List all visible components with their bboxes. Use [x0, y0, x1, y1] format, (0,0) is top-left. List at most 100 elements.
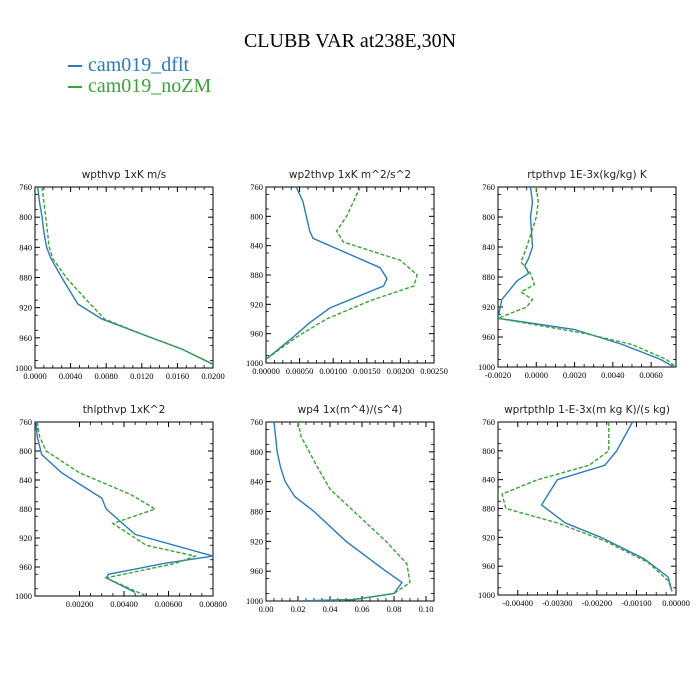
x-tick-label: 0.08 [387, 604, 402, 614]
y-tick-label: 920 [482, 302, 495, 312]
panel-title: wp4 1x(m^4)/(s^4) [298, 404, 403, 416]
series-line-nozm [498, 187, 676, 367]
y-tick-label: 920 [250, 299, 263, 309]
x-tick-label: 0.00200 [66, 599, 94, 609]
legend-label-nozm: cam019_noZM [88, 75, 212, 97]
y-tick-label: 760 [250, 182, 263, 192]
x-tick-label: 0.00400 [110, 599, 138, 609]
y-tick-label: 880 [19, 504, 32, 514]
y-tick-label: 920 [19, 533, 32, 543]
panel-5: wp4 1x(m^4)/(s^4)76080084088092096010000… [246, 404, 435, 614]
y-tick-label: 800 [19, 212, 32, 222]
panel-2: wp2thvp 1xK m^2/s^2 760 800 840 880 920 960 100… [246, 169, 448, 376]
x-tick-label: 0.0080 [95, 371, 118, 381]
plot-frame [265, 186, 435, 364]
y-tick-label: 760 [19, 417, 32, 427]
y-tick-label: 1000 [246, 596, 263, 606]
y-tick-label: 1000 [478, 362, 495, 372]
x-tick-label: 0.02 [291, 604, 306, 614]
y-tick-label: 1000 [478, 590, 495, 600]
x-tick-label: 0.0020 [563, 370, 586, 380]
y-tick-label: 880 [250, 507, 263, 517]
panel-title: wprtpthlp 1-E-3x(m kg K)/(s kg) [504, 404, 670, 416]
legend-swatch-dflt [68, 65, 82, 68]
panel-4: thlpthvp 1xK^2 760 800 840 880 920 960 1000 0.00… [15, 404, 227, 609]
x-tick-label: 0.00600 [155, 599, 183, 609]
series-line-dflt [273, 422, 403, 601]
panel-3: rtpthvp 1E-3x(kg/kg) K 760 800 840 880 920 960… [478, 169, 677, 380]
y-tick-label: 880 [250, 270, 263, 280]
y-tick-label: 960 [19, 562, 32, 572]
y-tick-label: 960 [482, 332, 495, 342]
y-tick-label: 1000 [15, 363, 32, 373]
x-tick-label: -0.00400 [503, 598, 533, 608]
series-line-nozm [501, 422, 673, 592]
y-tick-label: 960 [19, 333, 32, 343]
panel-title: wpthvp 1xK m/s [82, 169, 167, 181]
y-tick-label: 800 [19, 446, 32, 456]
series-line-nozm [41, 187, 213, 365]
panel-title: thlpthvp 1xK^2 [83, 404, 166, 416]
x-tick-label: 0.00200 [387, 366, 415, 376]
series-line-dflt [540, 422, 673, 592]
x-tick-label: 0.00250 [420, 366, 448, 376]
plot-frame [497, 421, 677, 596]
x-tick-label: 0.0200 [201, 371, 224, 381]
y-tick-label: 840 [482, 242, 495, 252]
y-tick-label: 760 [19, 182, 32, 192]
legend-item-nozm: cam019_noZM [68, 75, 211, 97]
x-tick-label: 0.00150 [353, 366, 381, 376]
y-tick-label: 800 [482, 212, 495, 222]
plot-frame [497, 186, 677, 368]
x-tick-label: 0.10 [419, 604, 434, 614]
y-tick-label: 840 [482, 475, 495, 485]
x-tick-label: -0.0020 [485, 370, 511, 380]
y-tick-label: 960 [250, 566, 263, 576]
x-tick-label: 0.0040 [601, 370, 624, 380]
series-line-dflt [498, 187, 675, 367]
x-tick-label: 0.0160 [166, 371, 189, 381]
series-line-nozm [36, 422, 198, 596]
series-line-dflt [266, 187, 388, 360]
y-tick-label: 920 [482, 532, 495, 542]
x-tick-label: -0.00200 [582, 598, 612, 608]
x-tick-label: -0.00300 [542, 598, 572, 608]
x-tick-label: 0.0120 [130, 371, 153, 381]
panel-title: wp2thvp 1xK m^2/s^2 [289, 169, 411, 181]
legend-swatch-nozm [68, 86, 82, 89]
x-tick-label: 0.00100 [319, 366, 347, 376]
page-title: CLUBB VAR at238E,30N [243, 30, 457, 52]
x-tick-label: 0.00 [259, 604, 274, 614]
panel-1: wpthvp 1xK m/s76080084088092096010000.00… [15, 169, 225, 381]
x-tick-label: 0.0000 [525, 370, 548, 380]
series-line-nozm [297, 422, 411, 601]
legend-label-dflt: cam019_dflt [88, 54, 190, 76]
y-tick-label: 960 [482, 561, 495, 571]
series-line-dflt [35, 422, 213, 594]
y-tick-label: 840 [19, 475, 32, 485]
panel-title: rtpthvp 1E-3x(kg/kg) K [527, 169, 648, 181]
y-tick-label: 880 [482, 272, 495, 282]
x-tick-label: 0.04 [323, 604, 339, 614]
x-tick-label: 0.00800 [199, 599, 227, 609]
y-tick-label: 920 [250, 536, 263, 546]
x-tick-label: 0.00050 [286, 366, 314, 376]
y-tick-label: 840 [250, 241, 263, 251]
x-tick-label: 0.00000 [252, 366, 280, 376]
y-tick-label: 760 [250, 417, 263, 427]
y-tick-label: 960 [250, 329, 263, 339]
plot-frame [34, 421, 214, 597]
y-tick-label: 880 [482, 504, 495, 514]
x-tick-label: -0.00100 [621, 598, 651, 608]
y-tick-label: 800 [250, 211, 263, 221]
y-tick-label: 880 [19, 273, 32, 283]
y-tick-label: 840 [250, 477, 263, 487]
x-tick-label: 0.0000 [23, 371, 46, 381]
y-tick-label: 920 [19, 303, 32, 313]
x-tick-label: 0.00000 [662, 598, 690, 608]
y-tick-label: 760 [482, 182, 495, 192]
x-tick-label: 0.06 [355, 604, 370, 614]
y-tick-label: 800 [482, 446, 495, 456]
y-tick-label: 760 [482, 417, 495, 427]
panel-6: wprtpthlp 1-E-3x(m kg K)/(s kg) 760 800 840… [478, 404, 690, 608]
